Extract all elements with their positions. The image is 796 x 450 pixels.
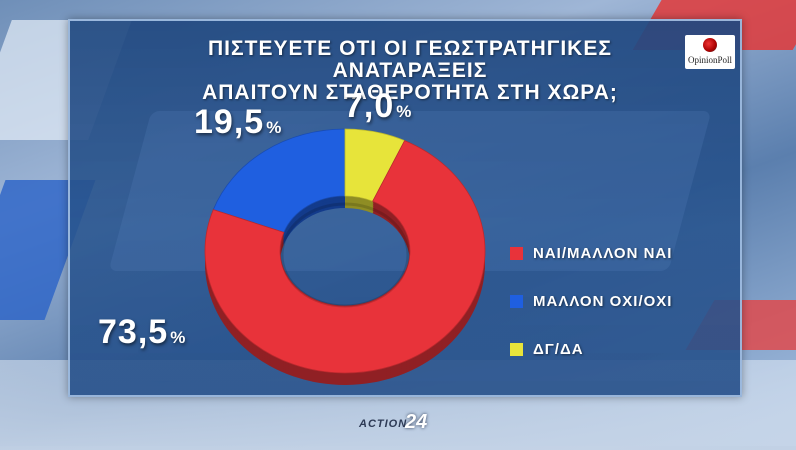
legend-swatch-blue [510,294,523,308]
donut-slice-nai [204,140,486,374]
chart-legend: ΝΑΙ/ΜΑΛΛΟΝ ΝΑΙ ΜΑΛΛΟΝ ΟΧΙ/ΟΧΙ ΔΓ/ΔΑ [510,243,672,387]
value-label-dg-da-sign: % [396,102,412,121]
legend-item-nai: ΝΑΙ/ΜΑΛΛΟΝ ΝΑΙ [510,243,672,263]
chart-panel: ΠΙΣΤΕΥΕΤΕ ΟΤΙ ΟΙ ΓΕΩΣΤΡΑΤΗΓΙΚΕΣ ΑΝΑΤΑΡΑΞ… [68,19,742,397]
legend-swatch-red [510,246,523,260]
value-label-dg-da: 7,0% [344,87,411,126]
legend-swatch-yellow [510,342,523,356]
value-label-dg-da-number: 7,0 [344,87,395,125]
action24-logo-number: 24 [405,411,428,433]
value-label-mallon-oxi-number: 19,5 [194,103,265,141]
chart-title-line-1: ΠΙΣΤΕΥΕΤΕ ΟΤΙ ΟΙ ΓΕΩΣΤΡΑΤΗΓΙΚΕΣ ΑΝΑΤΑΡΑΞ… [208,37,612,82]
opinionpoll-logo-icon [703,38,717,52]
value-label-nai-number: 73,5 [98,313,169,351]
legend-item-mallon-oxi: ΜΑΛΛΟΝ ΟΧΙ/ΟΧΙ [510,291,672,311]
value-label-nai: 73,5% [98,313,185,352]
value-label-mallon-oxi-sign: % [266,118,282,137]
action24-logo-word: ACTION [359,418,408,430]
chart-title-line-2: ΑΠΑΙΤΟΥΝ ΣΤΑΘΕΡΟΤΗΤΑ ΣΤΗ ΧΩΡΑ; [202,81,618,104]
value-label-mallon-oxi: 19,5% [194,103,281,142]
legend-item-dg-da: ΔΓ/ΔΑ [510,339,672,359]
donut-hole-shadow [280,202,410,308]
legend-label-dg-da: ΔΓ/ΔΑ [533,340,584,358]
donut-slice-mallon-oxi [212,128,346,233]
action24-logo: ACTION 24 [357,410,437,438]
chart-title: ΠΙΣΤΕΥΕΤΕ ΟΤΙ ΟΙ ΓΕΩΣΤΡΑΤΗΓΙΚΕΣ ΑΝΑΤΑΡΑΞ… [150,38,670,104]
donut-chart [204,128,486,386]
opinionpoll-logo: OpinionPoll [685,35,735,69]
legend-label-nai: ΝΑΙ/ΜΑΛΛΟΝ ΝΑΙ [533,244,673,262]
value-label-nai-sign: % [170,328,186,347]
legend-label-mallon-oxi: ΜΑΛΛΟΝ ΟΧΙ/ΟΧΙ [533,292,673,310]
opinionpoll-logo-text: OpinionPoll [687,55,732,65]
